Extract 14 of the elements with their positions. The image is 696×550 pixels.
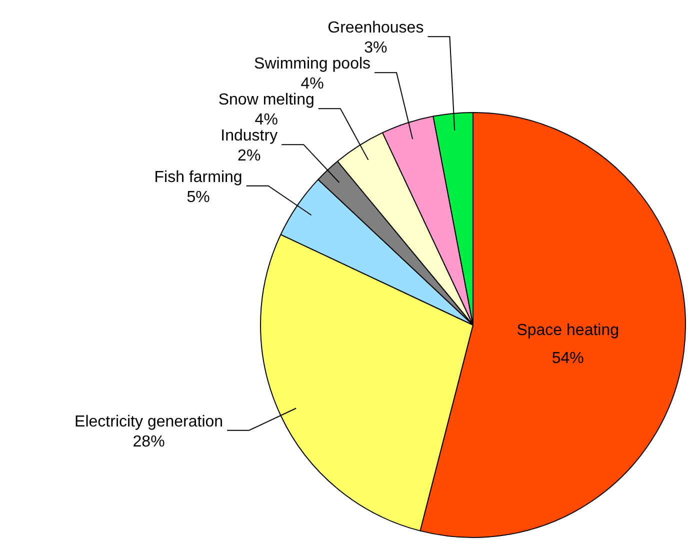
data-label: 5%: [186, 188, 210, 206]
data-label: 4%: [300, 76, 324, 93]
slice-label: Fish farming: [154, 168, 242, 186]
data-label: 3%: [364, 40, 388, 57]
slice-label: Electricity generation: [74, 413, 224, 430]
data-label: 54%: [552, 350, 584, 367]
data-label: 28%: [132, 433, 165, 450]
slice-label: Industry: [220, 128, 278, 145]
slice-label: Swimming pools: [254, 56, 371, 73]
slice-label: Greenhouses: [328, 20, 424, 37]
slice-label: Space heating: [516, 322, 620, 339]
slice-label: Snow melting: [218, 92, 314, 109]
data-label: 4%: [254, 112, 278, 129]
data-label: 2%: [238, 148, 261, 165]
